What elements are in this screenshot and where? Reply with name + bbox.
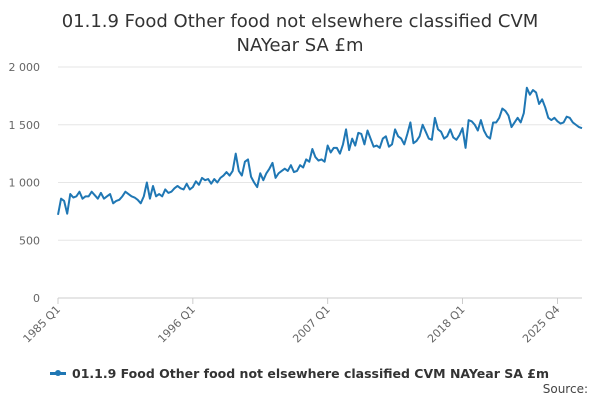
- chart-title: 01.1.9 Food Other food not elsewhere cla…: [61, 11, 539, 56]
- legend-swatch-icon: [50, 370, 66, 376]
- x-tick-label: 2018 Q1: [425, 303, 468, 346]
- x-tick-label: 1985 Q1: [21, 303, 64, 346]
- series-line: [57, 86, 583, 216]
- y-tick-label: 0: [33, 292, 40, 305]
- series-group: [57, 86, 583, 216]
- y-axis-tick-labels: 0 500 1 000 1 500 2 000: [9, 61, 41, 305]
- x-tick-label: 2007 Q1: [290, 303, 333, 346]
- legend-label: 01.1.9 Food Other food not elsewhere cla…: [72, 366, 549, 381]
- x-tick-label: 1996 Q1: [155, 303, 198, 346]
- source-label: Source:: [542, 382, 588, 396]
- y-tick-label: 2 000: [9, 61, 41, 74]
- y-tick-label: 1 000: [9, 177, 41, 190]
- x-tick-label: 2025 Q4: [520, 303, 563, 346]
- legend[interactable]: 01.1.9 Food Other food not elsewhere cla…: [50, 366, 549, 381]
- gridlines: [58, 66, 582, 241]
- x-axis-tick-labels: 1985 Q1 1996 Q1 2007 Q1 2018 Q1 2025 Q4: [21, 298, 563, 345]
- y-tick-label: 1 500: [9, 119, 41, 132]
- y-tick-label: 500: [19, 234, 40, 247]
